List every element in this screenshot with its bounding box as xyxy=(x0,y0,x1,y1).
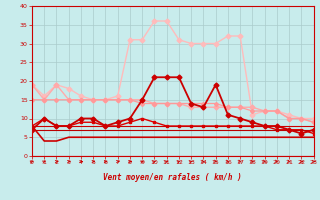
X-axis label: Vent moyen/en rafales ( km/h ): Vent moyen/en rafales ( km/h ) xyxy=(103,174,242,183)
